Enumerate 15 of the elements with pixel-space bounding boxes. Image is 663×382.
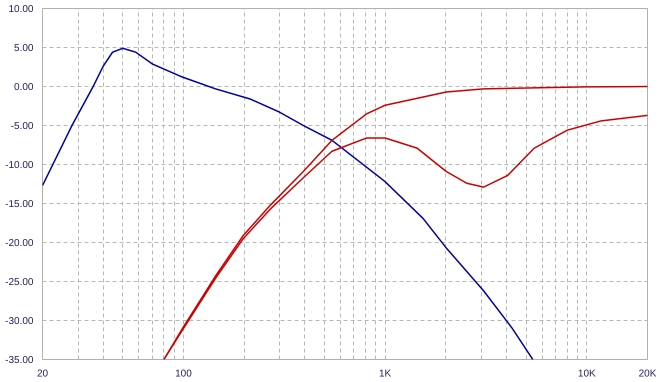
x-tick-label: 1K: [379, 368, 392, 380]
y-tick-label: -30.00: [5, 316, 34, 327]
x-tick-label: 10K: [578, 368, 596, 380]
x-tick-label: 100: [175, 368, 192, 380]
y-tick-label: -15.00: [5, 199, 34, 210]
y-tick-label: 0.00: [14, 82, 34, 93]
y-tick-label: -25.00: [5, 277, 34, 288]
y-tick-label: 5.00: [14, 43, 34, 54]
y-tick-label: -35.00: [5, 355, 34, 366]
x-tick-label: 20: [36, 368, 48, 380]
y-tick-label: 10.00: [8, 4, 34, 15]
y-tick-label: -5.00: [10, 121, 34, 132]
x-tick-label: 20K: [638, 368, 657, 380]
y-tick-label: -20.00: [5, 238, 34, 249]
y-tick-label: -10.00: [5, 160, 34, 171]
